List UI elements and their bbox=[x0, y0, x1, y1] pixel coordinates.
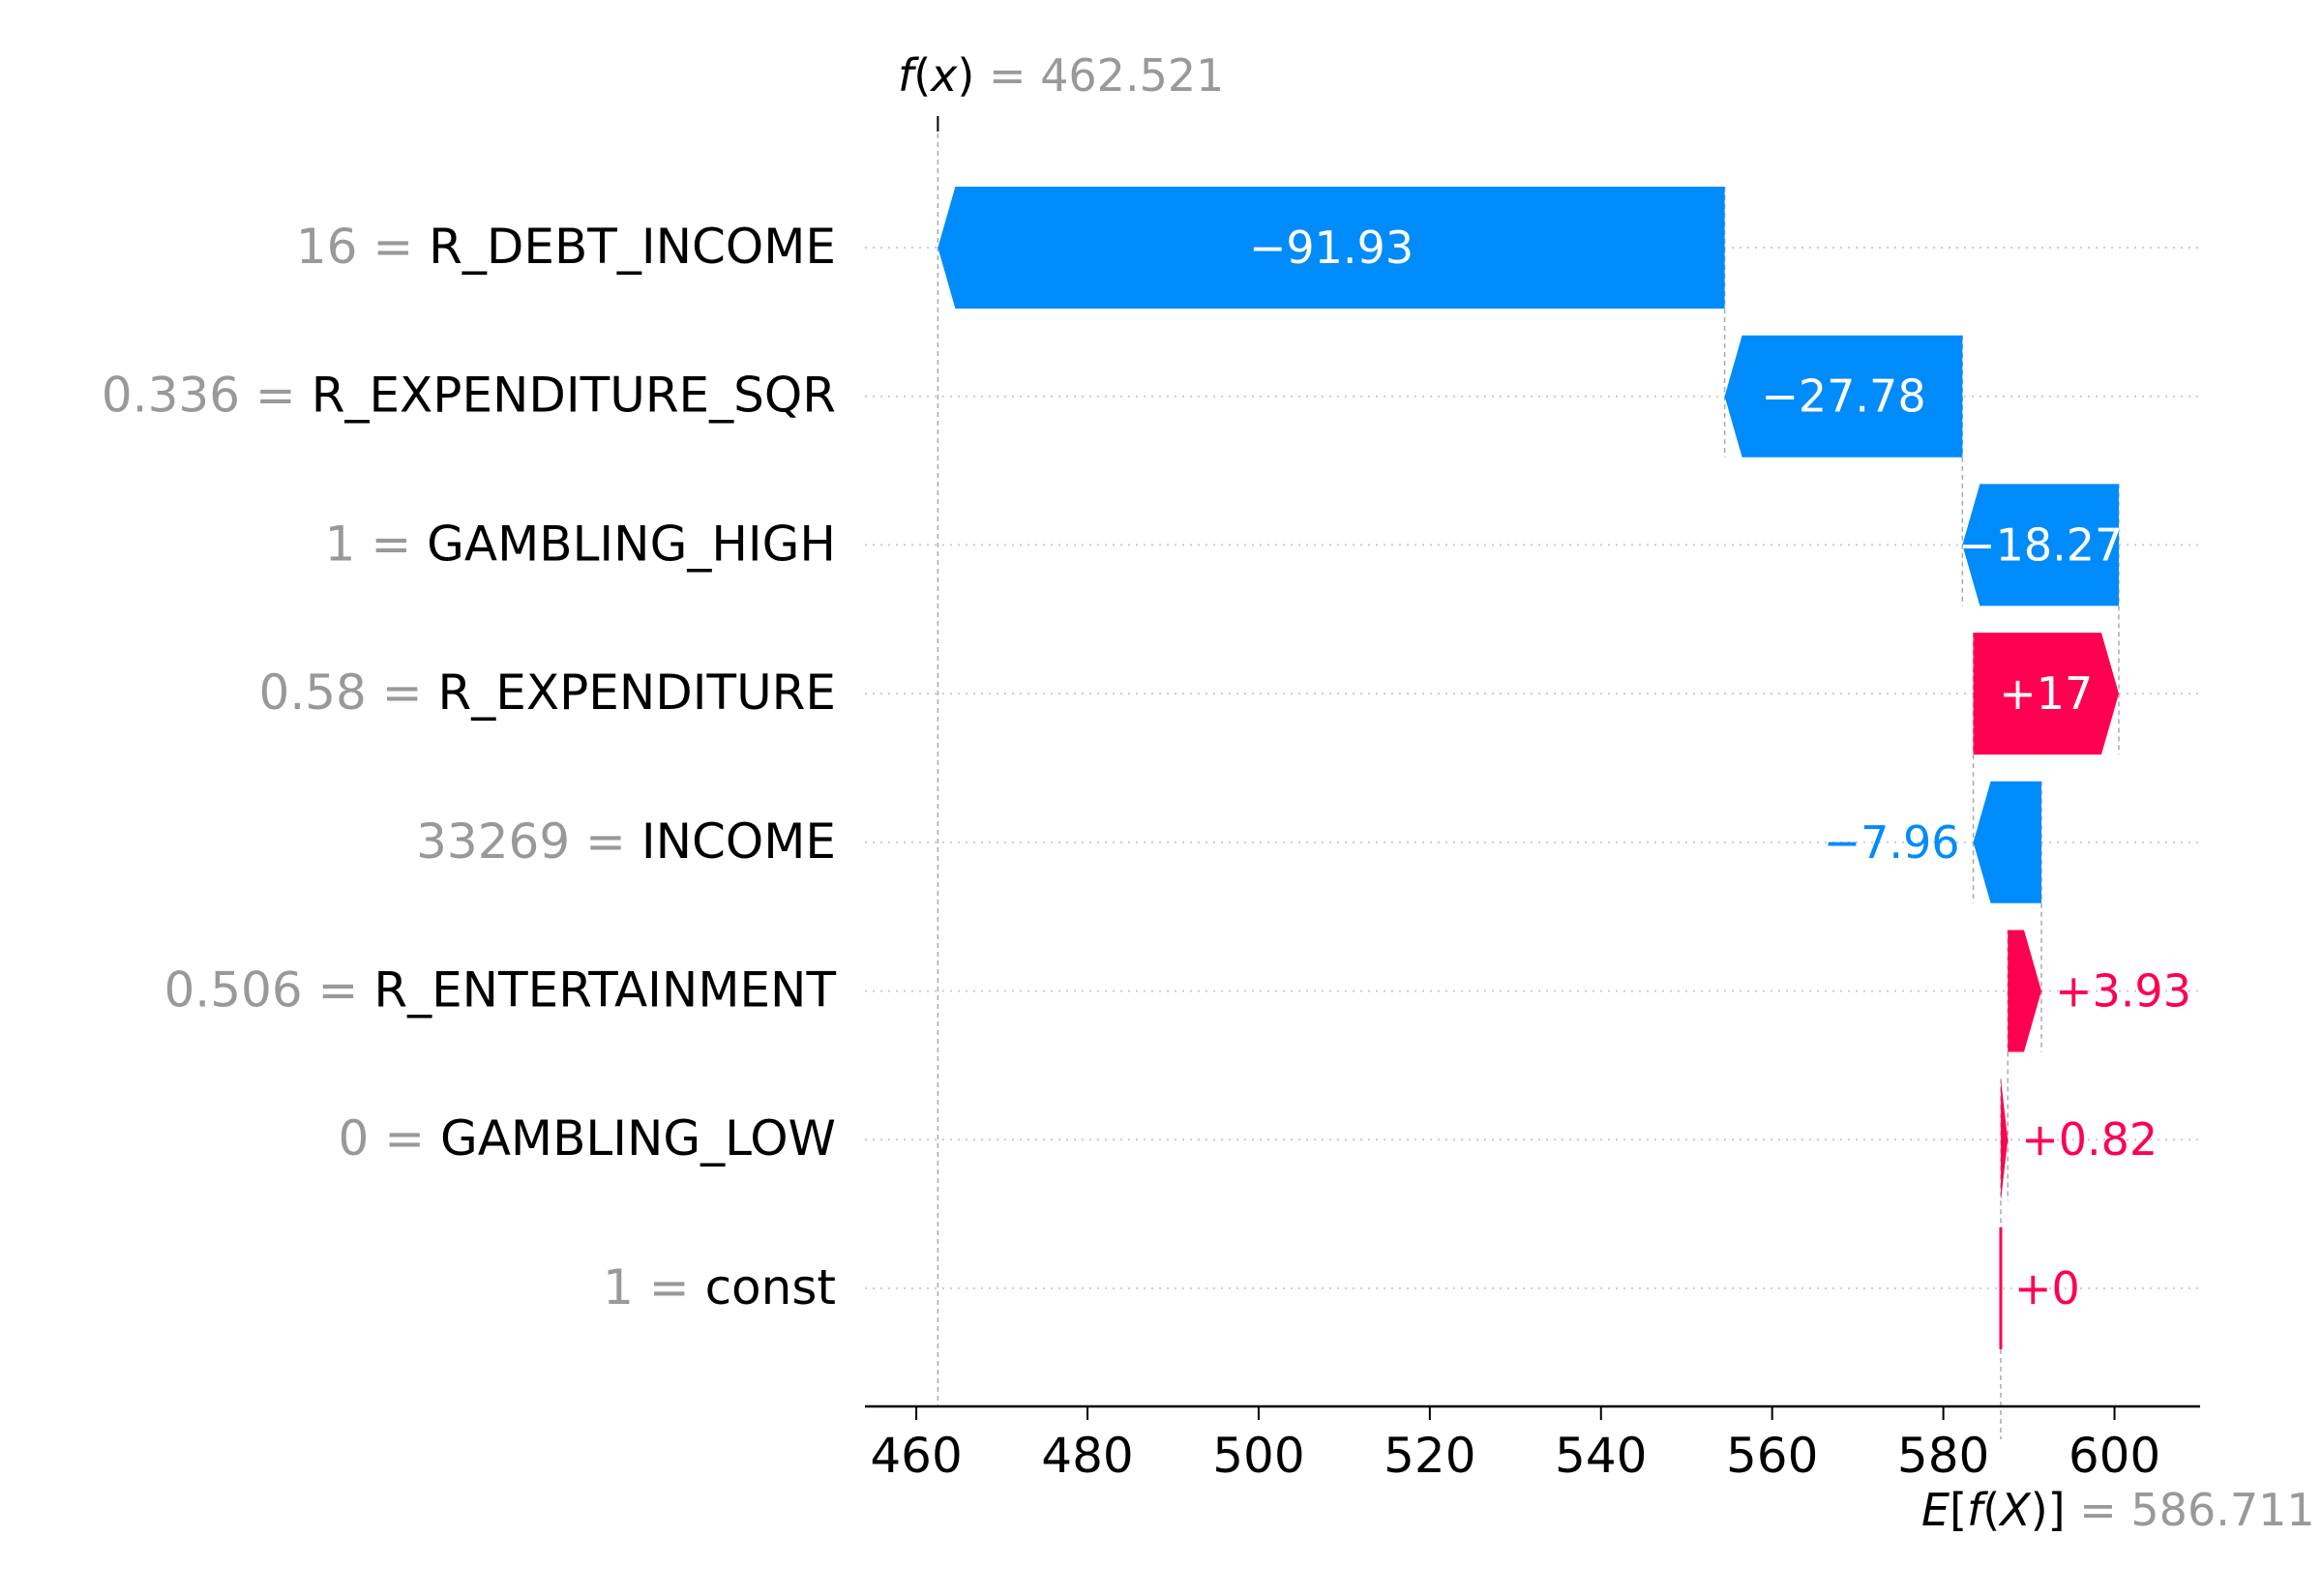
x-tick-label: 480 bbox=[1041, 1428, 1133, 1484]
fx-open: ( bbox=[913, 49, 931, 102]
feature-eq: = bbox=[355, 516, 427, 572]
feature-eq: = bbox=[357, 219, 429, 275]
x-tick-label: 560 bbox=[1726, 1428, 1818, 1484]
feature-name: R_EXPENDITURE bbox=[438, 665, 836, 721]
efx-annotation: E[f(X)] = 586.711 bbox=[1921, 1484, 2315, 1536]
feature-name: R_EXPENDITURE_SQR bbox=[312, 368, 836, 424]
feature-label: 16 = R_DEBT_INCOME bbox=[296, 219, 836, 275]
fx-eq: = bbox=[974, 49, 1040, 102]
feature-value: 16 bbox=[296, 219, 358, 275]
feature-label: 0 = GAMBLING_LOW bbox=[338, 1110, 836, 1167]
feature-value: 0.506 bbox=[164, 962, 303, 1019]
fx-close: ) bbox=[957, 49, 974, 102]
feature-eq: = bbox=[369, 1110, 440, 1167]
feature-value: 1 bbox=[603, 1259, 634, 1315]
feature-name: INCOME bbox=[641, 813, 836, 870]
bar-value-label: +0 bbox=[2014, 1262, 2080, 1315]
feature-label: 0.58 = R_EXPENDITURE bbox=[259, 665, 836, 721]
efx-close: )] bbox=[2031, 1484, 2066, 1536]
bar bbox=[2008, 930, 2042, 1052]
feature-eq: = bbox=[367, 665, 438, 721]
feature-eq: = bbox=[240, 368, 312, 424]
bar-value-label: −91.93 bbox=[1249, 222, 1414, 274]
feature-label: 0.336 = R_EXPENDITURE_SQR bbox=[102, 368, 836, 424]
x-tick-label: 580 bbox=[1897, 1428, 1989, 1484]
bar bbox=[938, 187, 1725, 309]
bar bbox=[1962, 484, 2119, 606]
label-layer: 16 = R_DEBT_INCOME 0.336 = R_EXPENDITURE_… bbox=[102, 219, 2191, 1315]
bar-value-label: −7.96 bbox=[1824, 816, 1960, 869]
bar-value-label: +3.93 bbox=[2055, 965, 2191, 1018]
x-tick-label: 460 bbox=[870, 1428, 962, 1484]
feature-label: 33269 = INCOME bbox=[416, 813, 836, 870]
feature-eq: = bbox=[634, 1259, 705, 1315]
efx-eq: = bbox=[2066, 1484, 2131, 1536]
efx-E: E bbox=[1921, 1484, 1950, 1536]
fx-x: x bbox=[929, 49, 958, 102]
feature-value: 0.336 bbox=[102, 368, 240, 424]
bar-layer bbox=[938, 187, 2119, 1349]
fx-annotation: f(x) = 462.521 bbox=[898, 49, 1224, 102]
feature-value: 33269 bbox=[416, 813, 570, 870]
feature-label: 0.506 = R_ENTERTAINMENT bbox=[164, 962, 837, 1019]
feature-value: 1 bbox=[325, 516, 356, 572]
bar-value-label: +17 bbox=[1999, 667, 2093, 720]
connector-layer bbox=[937, 116, 2120, 1439]
feature-name: const bbox=[705, 1259, 836, 1315]
x-axis: 460 480 500 520 540 560 580 600 bbox=[865, 1404, 2200, 1484]
bar-value-label: −18.27 bbox=[1958, 518, 2123, 571]
feature-value: 0.58 bbox=[259, 665, 367, 721]
efx-open: [ bbox=[1950, 1484, 1967, 1536]
feature-eq: = bbox=[303, 962, 374, 1019]
x-tick-label: 600 bbox=[2069, 1428, 2160, 1484]
efx-value: 586.711 bbox=[2130, 1484, 2314, 1536]
feature-name: GAMBLING_LOW bbox=[440, 1110, 836, 1167]
bar bbox=[1973, 633, 2119, 755]
feature-label: 1 = GAMBLING_HIGH bbox=[325, 516, 836, 572]
efx-X: X bbox=[1998, 1484, 2032, 1536]
feature-label: 1 = const bbox=[603, 1259, 836, 1315]
bar bbox=[1724, 335, 1963, 458]
x-tick-label: 500 bbox=[1212, 1428, 1304, 1484]
feature-name: R_ENTERTAINMENT bbox=[373, 962, 836, 1019]
feature-name: R_DEBT_INCOME bbox=[429, 219, 836, 275]
fx-value: 462.521 bbox=[1040, 49, 1224, 102]
feature-value: 0 bbox=[338, 1110, 369, 1167]
bar-value-label: +0.82 bbox=[2021, 1113, 2158, 1166]
bar-value-label: −27.78 bbox=[1761, 370, 1925, 423]
x-tick-label: 540 bbox=[1555, 1428, 1647, 1484]
bar bbox=[2000, 1079, 2009, 1201]
bar bbox=[1973, 781, 2042, 903]
grid-layer bbox=[865, 247, 2200, 1289]
feature-name: GAMBLING_HIGH bbox=[427, 516, 836, 572]
x-tick-label: 520 bbox=[1384, 1428, 1475, 1484]
efx-open2: ( bbox=[1982, 1484, 2000, 1536]
feature-eq: = bbox=[570, 813, 641, 870]
